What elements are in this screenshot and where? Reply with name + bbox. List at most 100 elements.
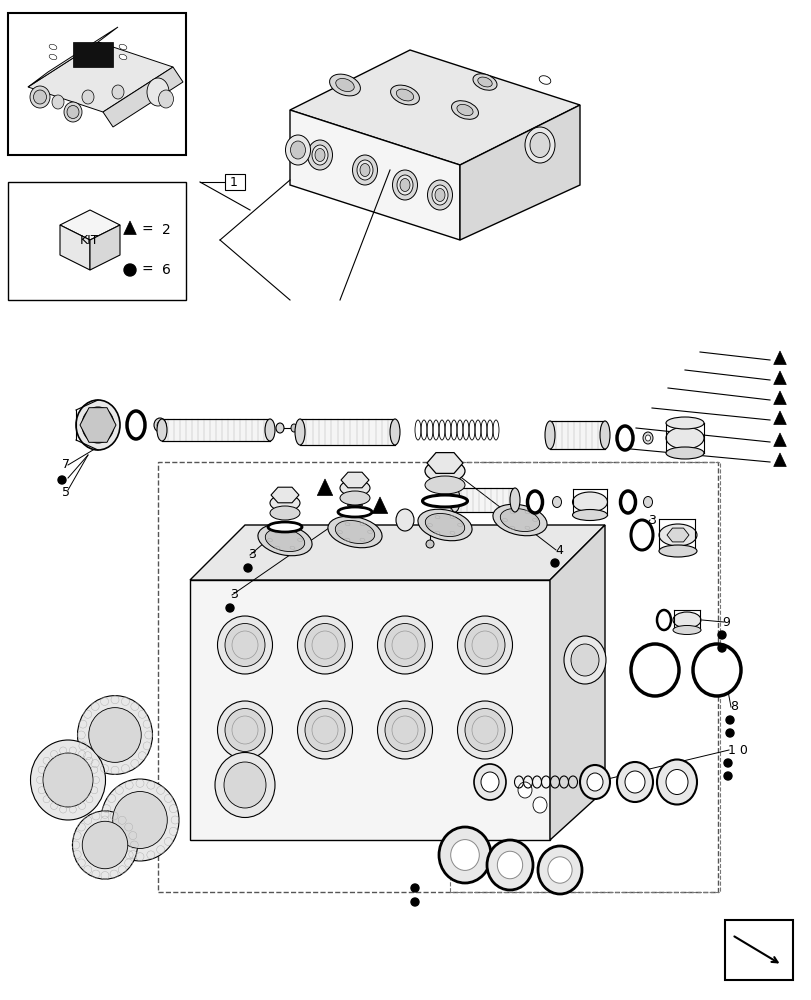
- Ellipse shape: [532, 797, 547, 813]
- Ellipse shape: [352, 155, 377, 185]
- Polygon shape: [773, 351, 785, 364]
- Ellipse shape: [620, 491, 635, 513]
- Ellipse shape: [431, 185, 448, 205]
- Polygon shape: [90, 225, 120, 270]
- Bar: [299, 419, 394, 445]
- Text: =: =: [142, 263, 153, 277]
- Text: KIT: KIT: [80, 233, 100, 246]
- Ellipse shape: [672, 626, 700, 634]
- Polygon shape: [341, 472, 368, 488]
- Bar: [158, 462, 717, 892]
- Ellipse shape: [305, 708, 345, 752]
- Ellipse shape: [337, 507, 371, 517]
- Circle shape: [656, 615, 663, 621]
- Ellipse shape: [77, 696, 152, 774]
- Ellipse shape: [477, 77, 491, 87]
- Polygon shape: [773, 433, 785, 446]
- Ellipse shape: [340, 491, 370, 505]
- Ellipse shape: [551, 496, 561, 508]
- Polygon shape: [28, 27, 118, 87]
- Ellipse shape: [450, 840, 478, 870]
- Ellipse shape: [435, 189, 444, 202]
- Ellipse shape: [400, 178, 410, 192]
- Ellipse shape: [451, 101, 478, 119]
- Ellipse shape: [397, 175, 413, 195]
- Ellipse shape: [642, 432, 652, 444]
- Ellipse shape: [572, 510, 607, 520]
- Bar: [8, 13, 186, 155]
- Ellipse shape: [570, 644, 599, 676]
- Polygon shape: [28, 42, 173, 112]
- Ellipse shape: [72, 811, 137, 879]
- Ellipse shape: [656, 610, 670, 630]
- Circle shape: [124, 264, 135, 276]
- Ellipse shape: [384, 624, 424, 666]
- Ellipse shape: [82, 90, 94, 104]
- Ellipse shape: [265, 528, 304, 552]
- Ellipse shape: [390, 85, 419, 105]
- Ellipse shape: [692, 644, 740, 696]
- Circle shape: [410, 884, 418, 892]
- Text: 7: 7: [62, 458, 70, 472]
- Polygon shape: [347, 489, 363, 506]
- Ellipse shape: [547, 857, 572, 883]
- Ellipse shape: [49, 44, 57, 50]
- Ellipse shape: [457, 701, 512, 759]
- Polygon shape: [290, 110, 460, 240]
- Polygon shape: [290, 50, 579, 165]
- Ellipse shape: [439, 827, 491, 883]
- Ellipse shape: [624, 771, 644, 793]
- Text: 1: 1: [230, 176, 238, 189]
- Ellipse shape: [527, 491, 542, 513]
- Bar: [724, 920, 792, 980]
- Ellipse shape: [377, 616, 432, 674]
- Ellipse shape: [225, 708, 264, 752]
- Ellipse shape: [119, 44, 127, 50]
- Ellipse shape: [154, 418, 165, 432]
- Ellipse shape: [487, 840, 532, 890]
- Polygon shape: [123, 221, 136, 234]
- Ellipse shape: [525, 127, 554, 163]
- Ellipse shape: [656, 760, 696, 804]
- Text: 3: 3: [247, 548, 255, 562]
- Polygon shape: [190, 525, 604, 580]
- Ellipse shape: [276, 423, 284, 433]
- Polygon shape: [460, 105, 579, 240]
- Ellipse shape: [215, 752, 275, 817]
- Ellipse shape: [315, 148, 324, 162]
- Circle shape: [723, 772, 731, 780]
- Text: 5: 5: [62, 486, 70, 498]
- Circle shape: [725, 716, 733, 724]
- Ellipse shape: [457, 104, 473, 116]
- Bar: [8, 182, 186, 300]
- Ellipse shape: [474, 764, 505, 800]
- Ellipse shape: [496, 851, 522, 879]
- Polygon shape: [103, 67, 182, 127]
- Ellipse shape: [335, 520, 374, 544]
- Ellipse shape: [119, 54, 127, 60]
- Ellipse shape: [579, 765, 609, 799]
- Ellipse shape: [101, 779, 178, 861]
- Ellipse shape: [465, 624, 504, 666]
- Polygon shape: [80, 408, 116, 442]
- Ellipse shape: [517, 782, 531, 798]
- Polygon shape: [773, 391, 785, 404]
- Ellipse shape: [418, 509, 471, 541]
- Ellipse shape: [665, 417, 703, 429]
- Ellipse shape: [76, 400, 120, 450]
- Ellipse shape: [43, 753, 93, 807]
- Circle shape: [551, 559, 558, 567]
- Ellipse shape: [290, 424, 297, 432]
- Ellipse shape: [389, 419, 400, 445]
- Ellipse shape: [305, 624, 345, 666]
- Polygon shape: [271, 487, 298, 503]
- Circle shape: [58, 476, 66, 484]
- Bar: [73, 42, 113, 67]
- Ellipse shape: [424, 460, 465, 482]
- Ellipse shape: [258, 524, 311, 556]
- Text: 6: 6: [162, 263, 170, 277]
- Polygon shape: [666, 528, 689, 542]
- Ellipse shape: [665, 427, 703, 449]
- Ellipse shape: [392, 170, 417, 200]
- Ellipse shape: [217, 701, 272, 759]
